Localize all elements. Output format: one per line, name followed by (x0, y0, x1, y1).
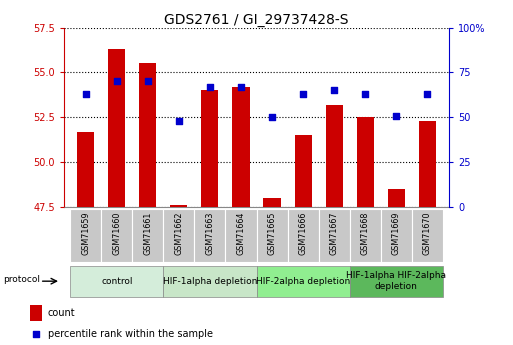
Bar (77, 132, 94, 207)
Text: GSM71660: GSM71660 (112, 211, 122, 255)
Text: HIF-1alpha depletion: HIF-1alpha depletion (163, 277, 257, 286)
Bar (349, 209, 381, 262)
Text: control: control (101, 277, 133, 286)
Point (175, 118, 183, 124)
Text: GSM71669: GSM71669 (391, 211, 401, 255)
Bar (226, 209, 256, 262)
Bar (132, 209, 164, 262)
Point (113, 79, 121, 84)
Text: GSM71663: GSM71663 (206, 211, 214, 255)
Text: GSM71665: GSM71665 (267, 211, 277, 255)
Bar (30, 305, 42, 321)
Bar (256, 266, 349, 297)
Bar (349, 266, 443, 297)
Bar (326, 105, 343, 207)
Text: protocol: protocol (3, 275, 40, 284)
Bar (388, 189, 405, 207)
Text: count: count (48, 308, 75, 318)
Bar (108, 49, 125, 207)
Text: GSM71666: GSM71666 (299, 211, 307, 255)
Bar (232, 87, 249, 207)
Point (82, 91, 90, 97)
Bar (140, 63, 156, 207)
Title: GDS2761 / GI_29737428-S: GDS2761 / GI_29737428-S (164, 12, 349, 27)
Point (392, 113, 400, 118)
Bar (264, 198, 281, 207)
Text: GSM71662: GSM71662 (174, 211, 184, 255)
Bar (357, 117, 373, 207)
Point (330, 88, 338, 93)
Text: GSM71661: GSM71661 (144, 211, 152, 255)
Text: percentile rank within the sample: percentile rank within the sample (48, 329, 213, 339)
Bar (319, 209, 349, 262)
Bar (170, 205, 187, 207)
Text: GSM71667: GSM71667 (329, 211, 339, 255)
Bar (256, 209, 287, 262)
Bar (102, 209, 132, 262)
Bar (70, 266, 164, 297)
Bar (411, 209, 443, 262)
Text: HIF-2alpha depletion: HIF-2alpha depletion (256, 277, 350, 286)
Point (206, 84, 214, 90)
Text: HIF-1alpha HIF-2alpha
depletion: HIF-1alpha HIF-2alpha depletion (346, 272, 446, 291)
Bar (194, 209, 226, 262)
Bar (287, 209, 319, 262)
Bar (164, 266, 256, 297)
Bar (202, 90, 219, 207)
Point (268, 115, 276, 120)
Text: GSM71670: GSM71670 (423, 211, 431, 255)
Bar (294, 135, 311, 207)
Point (237, 84, 245, 90)
Bar (164, 209, 194, 262)
Bar (70, 209, 102, 262)
Text: GSM71668: GSM71668 (361, 211, 369, 255)
Point (144, 79, 152, 84)
Text: GSM71659: GSM71659 (82, 211, 90, 255)
Text: GSM71664: GSM71664 (236, 211, 246, 255)
Point (423, 91, 431, 97)
Bar (419, 121, 436, 207)
Bar (381, 209, 411, 262)
Point (299, 91, 307, 97)
Point (32, 332, 41, 337)
Point (361, 91, 369, 97)
